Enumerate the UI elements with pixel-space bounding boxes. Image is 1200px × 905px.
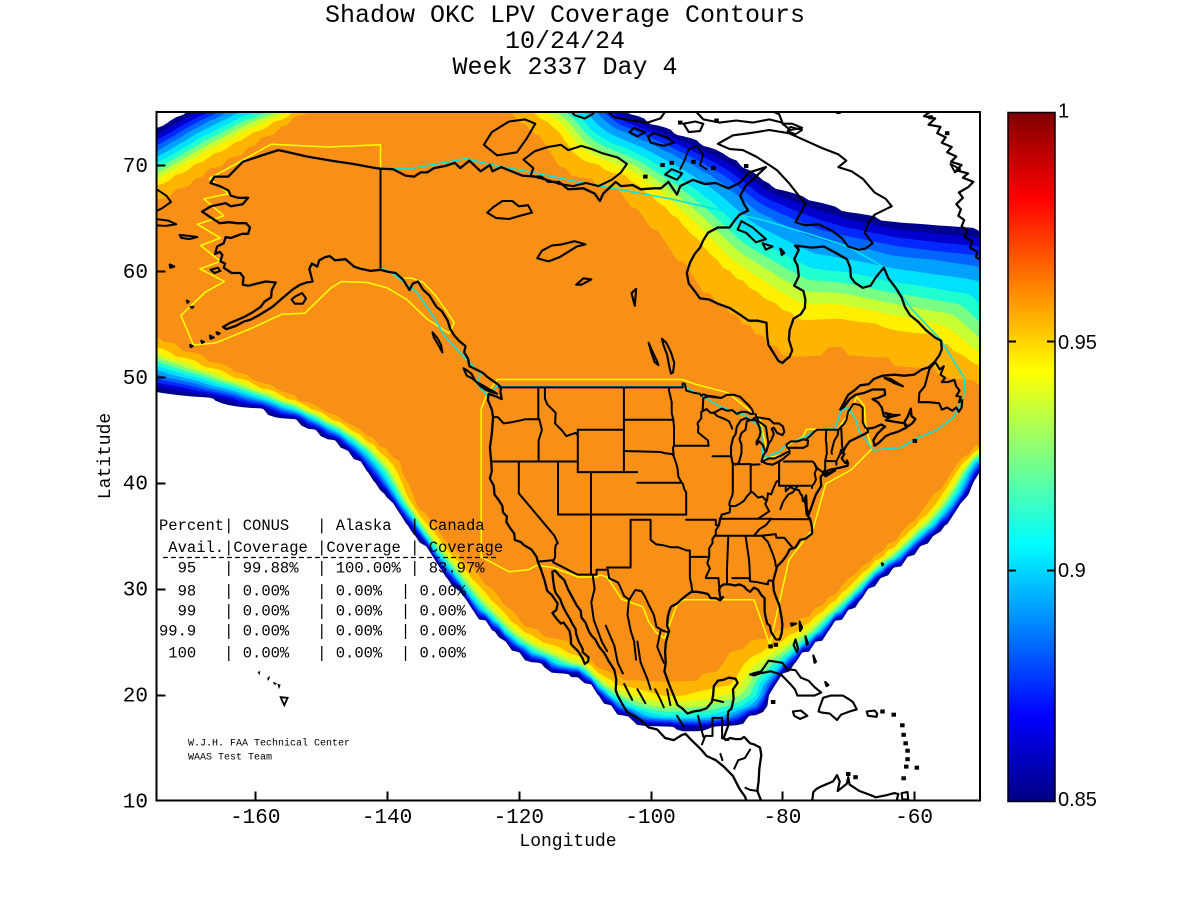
svg-text:W.J.H. FAA Technical Center: W.J.H. FAA Technical Center (188, 738, 350, 750)
svg-text:10/24/24: 10/24/24 (505, 27, 625, 56)
svg-text:-120: -120 (494, 807, 544, 830)
svg-text:Shadow OKC LPV Coverage Contou: Shadow OKC LPV Coverage Contours (325, 1, 805, 30)
svg-text:0.85: 0.85 (1058, 789, 1097, 811)
svg-text:-60: -60 (895, 807, 933, 830)
svg-text:0.95: 0.95 (1058, 332, 1097, 354)
svg-text:WAAS Test Team: WAAS Test Team (188, 753, 272, 764)
svg-text:Latitude: Latitude (96, 413, 116, 499)
svg-text:30: 30 (123, 580, 148, 603)
svg-text:99 | 0.00% | 0.00% | 0.00: 99 | 0.00% | 0.00% | 0.00% (159, 602, 467, 620)
svg-text:95 | 99.88% | 100.00% | 83.: 95 | 99.88% | 100.00% | 83.97% (159, 560, 485, 578)
svg-text:-100: -100 (625, 807, 675, 830)
svg-text:98 | 0.00% | 0.00% | 0.00: 98 | 0.00% | 0.00% | 0.00% (159, 582, 467, 600)
svg-text:-80: -80 (763, 807, 801, 830)
svg-text:100 | 0.00% | 0.00% | 0.0: 100 | 0.00% | 0.00% | 0.00% (159, 645, 467, 663)
svg-text:70: 70 (123, 156, 148, 179)
svg-text:Percent| CONUS | Alaska | C: Percent| CONUS | Alaska | Canada (159, 517, 485, 535)
svg-text:Week 2337 Day 4: Week 2337 Day 4 (452, 53, 677, 82)
svg-text:20: 20 (123, 686, 148, 709)
svg-text:-160: -160 (230, 807, 280, 830)
svg-text:99.9 | 0.00% | 0.00% | 0.: 99.9 | 0.00% | 0.00% | 0.00% (159, 623, 467, 641)
svg-text:0.9: 0.9 (1058, 560, 1086, 582)
svg-text:Longitude: Longitude (519, 832, 616, 852)
svg-text:Avail.|Coverage |Coverage | Co: Avail.|Coverage |Coverage | Coverage (159, 539, 503, 557)
svg-text:1: 1 (1058, 101, 1069, 123)
svg-text:50: 50 (123, 368, 148, 391)
svg-text:10: 10 (123, 792, 148, 815)
svg-text:40: 40 (123, 474, 148, 497)
svg-text:60: 60 (123, 262, 148, 285)
svg-text:-140: -140 (362, 807, 412, 830)
